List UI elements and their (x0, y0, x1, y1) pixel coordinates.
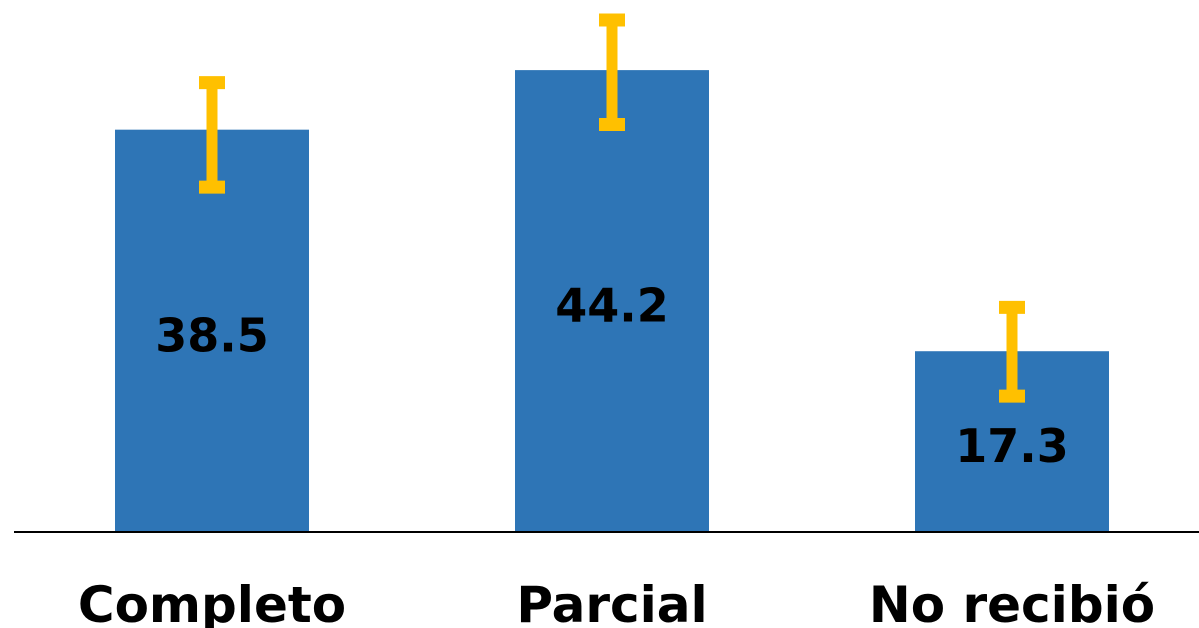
category-label-2: No recibió (869, 576, 1155, 628)
bars-layer (115, 70, 1109, 533)
category-labels-layer: Completo Parcial No recibió (78, 576, 1155, 628)
category-label-1: Parcial (516, 576, 707, 628)
error-bars-layer (199, 13, 1025, 403)
error-bar-0 (199, 76, 225, 194)
category-label-0: Completo (78, 576, 346, 628)
value-labels-layer: 38.5 44.2 17.3 (155, 279, 1069, 474)
error-bar-1 (599, 13, 625, 131)
bar-0 (115, 129, 309, 533)
value-label-1: 44.2 (555, 279, 669, 333)
bar-1 (515, 70, 709, 533)
value-label-2: 17.3 (955, 419, 1069, 473)
error-bar-2 (999, 300, 1025, 403)
value-label-0: 38.5 (155, 308, 269, 362)
